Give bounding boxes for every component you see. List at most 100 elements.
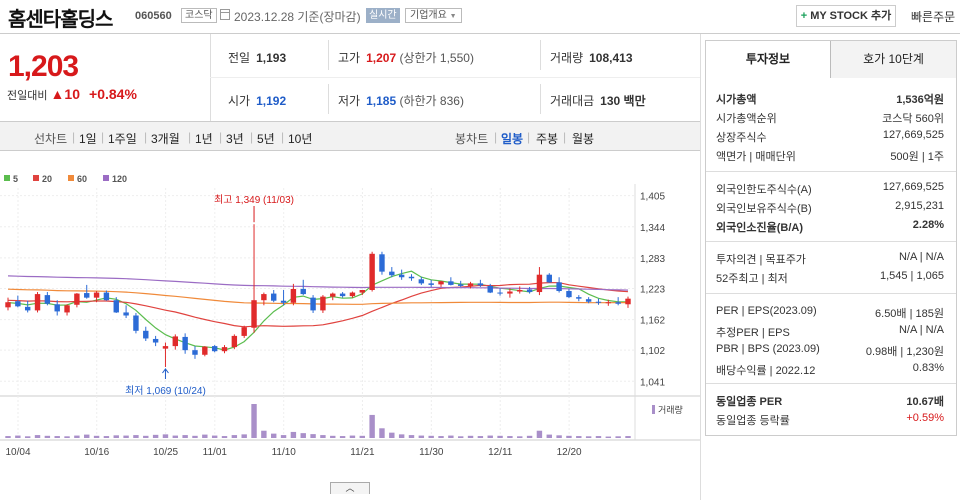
ma-line-20 (7, 281, 629, 328)
period-1y[interactable]: 1년 (195, 132, 213, 146)
candle-body (280, 300, 287, 303)
corp-info-dropdown[interactable]: 기업개요 ▼ (405, 8, 462, 23)
volume-bar (487, 435, 493, 438)
market-badge: 코스닥 (181, 8, 217, 23)
candle-body (74, 293, 80, 305)
y-tick-label: 1,162 (640, 316, 665, 327)
volume-bar (566, 435, 572, 438)
candle-body (369, 253, 375, 290)
high-label: 고가 (338, 51, 361, 65)
volume-bar (448, 435, 454, 438)
info-key: 투자의견 | 목표주가 (716, 254, 806, 266)
current-price: 1,203 (8, 50, 79, 83)
candle-body (349, 292, 356, 297)
volume-bar (615, 436, 621, 438)
y-tick-label: 1,223 (640, 284, 665, 295)
info-value: 1,545 | 1,065 (879, 270, 944, 282)
info-value: 0.98배 | 1,230원 (865, 346, 944, 358)
prev-label: 전일 (228, 51, 251, 65)
candle-body (15, 301, 21, 307)
candle-monthly[interactable]: 월봉 (572, 132, 595, 146)
info-row: 동일업종 PER 10.67배 (716, 393, 944, 409)
candle-body (241, 327, 247, 336)
volume-bar (5, 436, 11, 438)
info-value: 0.83% (912, 362, 944, 374)
divider (210, 77, 700, 78)
candle-body (5, 302, 11, 308)
volume-bar (497, 435, 503, 438)
y-tick-label: 1,041 (640, 377, 665, 388)
volume-bar (221, 436, 228, 438)
candle-body (152, 338, 159, 343)
volume-bar (251, 404, 257, 438)
low-annotation: 최저 1,069 (10/24) (125, 385, 206, 397)
quote-prev: 전일 1,193 (228, 49, 286, 66)
candle-daily[interactable]: 일봉 (501, 132, 524, 146)
divider (540, 84, 541, 114)
info-key: 동일업종 등락률 (716, 415, 790, 427)
period-3m[interactable]: 3개월 (151, 132, 180, 146)
info-value: 코스닥 560위 (882, 113, 944, 125)
stock-code: 060560 (135, 10, 172, 22)
volume-bar (310, 434, 316, 438)
period-5y[interactable]: 5년 (257, 132, 275, 146)
volume-bar (408, 435, 415, 438)
volume-bar (152, 434, 159, 438)
section-divider (706, 293, 956, 294)
volume-bar (172, 435, 179, 438)
candle-body (379, 254, 385, 272)
divider (328, 40, 329, 70)
period-1d[interactable]: 1일 (79, 132, 97, 146)
candle-body (103, 292, 110, 301)
info-value: 127,669,525 (882, 129, 944, 141)
price-chart[interactable]: 5 20 60 120 1,405 1,344 1,283 1,223 1,162 1,102 1,… (0, 164, 700, 464)
volume-bar (192, 435, 198, 438)
info-value: +0.59% (906, 412, 944, 424)
tab-orderbook[interactable]: 호가 10단계 (831, 41, 956, 78)
volume-bar (625, 436, 631, 438)
ma-line-120 (7, 275, 629, 291)
chevron-up-icon: ︿ (345, 483, 355, 493)
candle-body (44, 295, 51, 304)
section-divider (706, 383, 956, 384)
prev-value: 1,193 (256, 51, 287, 65)
candle-body (585, 299, 592, 302)
info-key: PBR | BPS (2023.09) (716, 343, 820, 355)
tab-invest-info[interactable]: 투자정보 (706, 41, 831, 78)
info-value: 500원 | 1주 (890, 151, 944, 163)
expand-chart-button[interactable]: ︿ (330, 482, 370, 494)
candle-body (93, 292, 100, 298)
candle-body (457, 284, 464, 286)
volume-bar (24, 436, 31, 438)
info-row: 동일업종 등락률 +0.59% (716, 412, 944, 428)
quick-order-link[interactable]: 빠른주문 (911, 10, 956, 24)
high-limit: (상한가 1,550) (399, 51, 474, 65)
info-row: 시가총액순위 코스닥 560위 (716, 110, 944, 126)
info-key: 외국인한도주식수(A) (716, 184, 812, 196)
volume-bar (202, 434, 208, 438)
candle-body (34, 294, 41, 311)
candle-body (526, 289, 533, 293)
candle-body (330, 293, 336, 297)
period-10y[interactable]: 10년 (288, 132, 313, 146)
period-1w[interactable]: 1주일 (108, 132, 137, 146)
realtime-button[interactable]: 실시간 (366, 8, 400, 23)
low-label: 저가 (338, 94, 361, 108)
plus-icon: + (800, 10, 808, 22)
diff-value: ▲10 (50, 86, 80, 102)
candle-body (84, 293, 90, 298)
candle-body (261, 294, 267, 301)
legend-label: 60 (77, 174, 87, 184)
candle-body (428, 283, 434, 285)
candle-body (398, 274, 405, 278)
candle-weekly[interactable]: 주봉 (536, 132, 559, 146)
volume-bar (398, 434, 405, 438)
line-chart-label: 선차트 (34, 132, 68, 146)
add-my-stock-button[interactable]: + MY STOCK 추가 (796, 5, 896, 27)
period-3y[interactable]: 3년 (226, 132, 244, 146)
info-key: PER | EPS(2023.09) (716, 305, 817, 317)
volume-bar (576, 436, 582, 438)
x-tick-label: 11/01 (203, 447, 228, 458)
candle-body (595, 301, 602, 303)
y-tick-label: 1,283 (640, 254, 665, 265)
